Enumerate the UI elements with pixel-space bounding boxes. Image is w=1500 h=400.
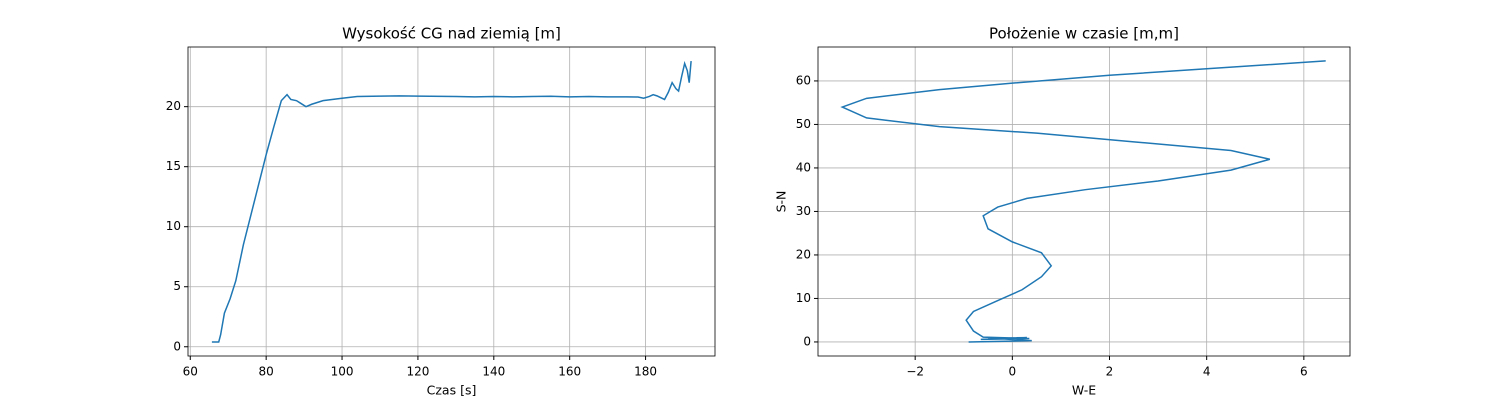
x-tick-label: 160	[558, 365, 581, 379]
y-tick-label: 5	[173, 279, 181, 293]
y-tick-label: 30	[796, 204, 811, 218]
data-line	[840, 60, 1326, 343]
x-tick-label: 120	[406, 365, 429, 379]
y-tick-label: 20	[166, 99, 181, 113]
y-tick-label: 15	[166, 159, 181, 173]
y-tick-label: 10	[166, 219, 181, 233]
y-tick-label: 60	[796, 73, 811, 87]
x-tick-label: 140	[482, 365, 505, 379]
data-line	[211, 60, 692, 343]
y-tick-label: 10	[796, 291, 811, 305]
x-tick-label: 6	[1300, 365, 1308, 379]
y-tick-label: 0	[803, 334, 811, 348]
x-axis-label: Czas [s]	[427, 383, 477, 398]
y-tick-label: 40	[796, 160, 811, 174]
chart-title: Położenie w czasie [m,m]	[989, 25, 1179, 43]
y-tick-label: 0	[173, 339, 181, 353]
x-tick-label: 60	[183, 365, 198, 379]
x-axis-label: W-E	[1072, 383, 1096, 398]
y-axis-label: S-N	[774, 191, 789, 213]
axes-frame	[817, 46, 1351, 357]
x-tick-label: 100	[331, 365, 354, 379]
axes-frame	[187, 46, 716, 357]
y-tick-label: 20	[796, 247, 811, 261]
x-tick-label: −2	[906, 365, 924, 379]
x-tick-label: 2	[1106, 365, 1114, 379]
x-tick-label: 0	[1009, 365, 1017, 379]
x-tick-label: 180	[634, 365, 657, 379]
x-tick-label: 4	[1203, 365, 1211, 379]
chart-title: Wysokość CG nad ziemią [m]	[342, 25, 561, 43]
x-tick-label: 80	[259, 365, 274, 379]
y-tick-label: 50	[796, 117, 811, 131]
